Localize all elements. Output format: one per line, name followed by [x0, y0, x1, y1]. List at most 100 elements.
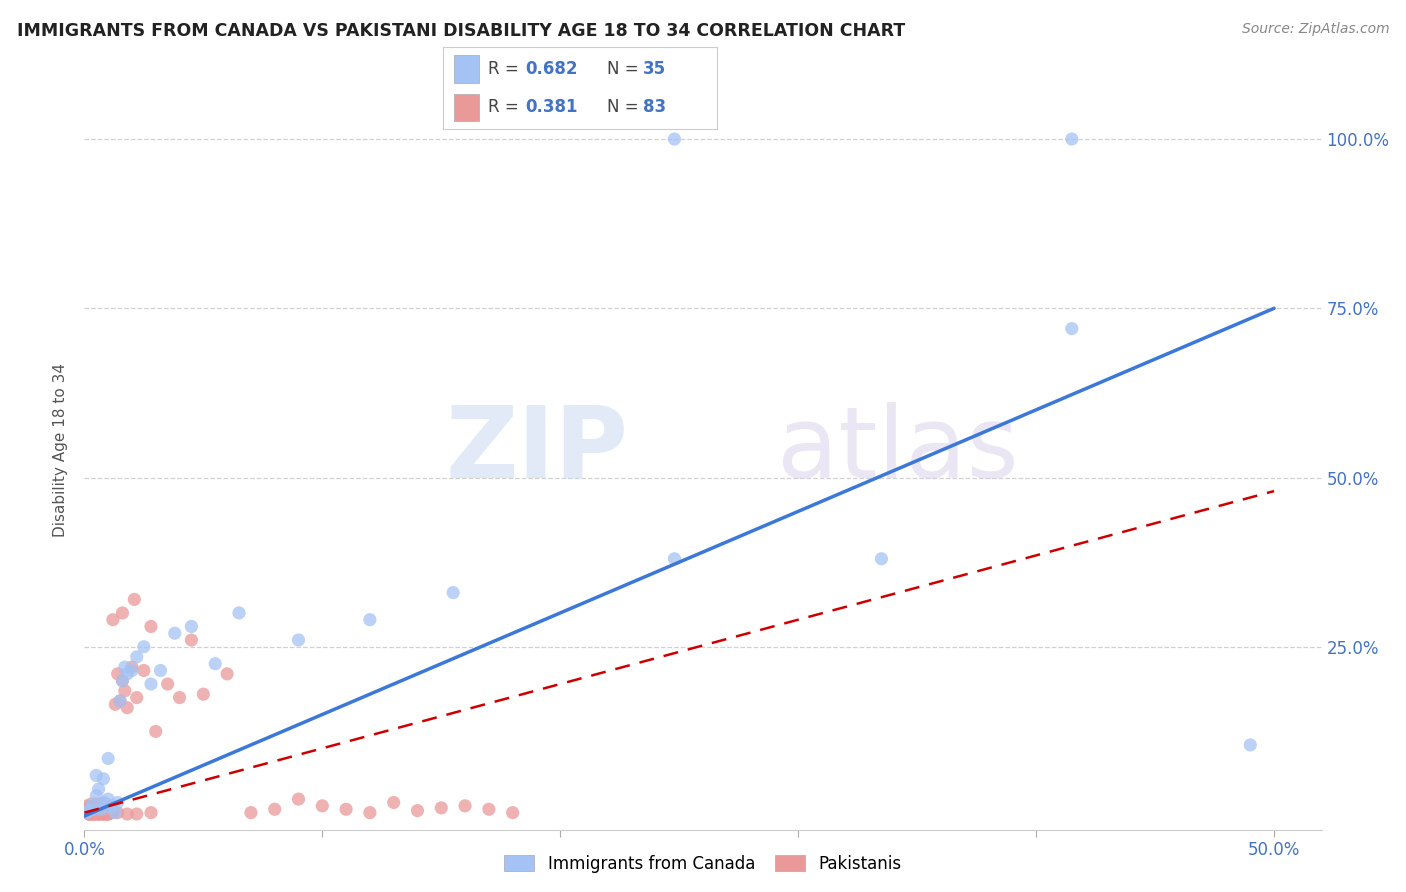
- Point: [77, 801, 100, 815]
- Point: [90, 802, 112, 816]
- Point: [125, 649, 148, 664]
- Point: [90, 807, 112, 822]
- Text: 83: 83: [643, 98, 666, 116]
- Point: [163, 626, 186, 640]
- Point: [84, 789, 107, 803]
- Point: [93, 807, 115, 822]
- Point: [84, 768, 107, 782]
- Point: [139, 677, 162, 691]
- Point: [107, 666, 129, 681]
- Point: [97, 751, 120, 765]
- Point: [83, 804, 105, 818]
- Point: [97, 798, 120, 813]
- Point: [94, 801, 117, 815]
- Point: [125, 807, 148, 822]
- Point: [115, 700, 138, 714]
- Point: [263, 802, 285, 816]
- Point: [101, 805, 124, 820]
- Point: [93, 804, 115, 818]
- Point: [87, 807, 110, 822]
- Point: [132, 664, 155, 678]
- Point: [239, 805, 262, 820]
- Point: [139, 619, 162, 633]
- Point: [80, 805, 103, 820]
- Point: [107, 805, 129, 820]
- Point: [228, 606, 250, 620]
- Point: [193, 687, 215, 701]
- Point: [1239, 738, 1261, 752]
- FancyBboxPatch shape: [454, 55, 478, 83]
- Point: [430, 801, 453, 815]
- Point: [83, 807, 105, 822]
- Point: [359, 805, 381, 820]
- Point: [93, 772, 115, 786]
- Point: [132, 640, 155, 654]
- Point: [125, 690, 148, 705]
- Point: [287, 633, 309, 648]
- Point: [124, 592, 146, 607]
- Point: [100, 801, 122, 815]
- Point: [77, 807, 100, 822]
- Text: 0.682: 0.682: [526, 60, 578, 78]
- Point: [502, 805, 524, 820]
- Point: [77, 807, 100, 822]
- Point: [77, 804, 100, 818]
- Point: [180, 619, 202, 633]
- Point: [287, 792, 309, 806]
- Point: [454, 798, 477, 813]
- Point: [93, 807, 115, 822]
- Point: [77, 804, 100, 818]
- Point: [108, 694, 131, 708]
- Point: [97, 804, 120, 818]
- Point: [100, 805, 122, 820]
- Point: [94, 797, 117, 811]
- Point: [83, 807, 105, 822]
- Text: N =: N =: [607, 60, 644, 78]
- Point: [87, 804, 110, 818]
- Point: [335, 802, 357, 816]
- Point: [80, 807, 103, 822]
- Point: [97, 807, 120, 822]
- Point: [114, 683, 136, 698]
- Point: [90, 802, 112, 816]
- Point: [115, 807, 138, 822]
- Point: [76, 802, 98, 816]
- Text: atlas: atlas: [778, 402, 1019, 499]
- Text: R =: R =: [488, 98, 524, 116]
- Point: [108, 694, 131, 708]
- Point: [107, 796, 129, 810]
- Point: [111, 606, 134, 620]
- Point: [93, 807, 115, 822]
- Point: [664, 551, 686, 566]
- Point: [83, 807, 105, 822]
- Point: [87, 807, 110, 822]
- Text: R =: R =: [488, 60, 524, 78]
- Point: [97, 807, 120, 822]
- Point: [80, 802, 103, 816]
- Point: [311, 798, 333, 813]
- Point: [84, 797, 107, 811]
- Point: [149, 664, 172, 678]
- Point: [104, 805, 127, 820]
- Point: [87, 781, 110, 796]
- Point: [870, 551, 893, 566]
- Text: Source: ZipAtlas.com: Source: ZipAtlas.com: [1241, 22, 1389, 37]
- Point: [80, 807, 103, 822]
- Point: [359, 613, 381, 627]
- Point: [93, 796, 115, 810]
- Point: [80, 798, 103, 813]
- Text: ZIP: ZIP: [446, 402, 628, 499]
- Point: [84, 805, 107, 820]
- Point: [115, 666, 138, 681]
- Point: [77, 807, 100, 822]
- Point: [87, 807, 110, 822]
- Point: [382, 796, 405, 810]
- Point: [94, 807, 117, 822]
- Point: [76, 798, 98, 813]
- Point: [121, 664, 143, 678]
- Y-axis label: Disability Age 18 to 34: Disability Age 18 to 34: [53, 363, 69, 538]
- Point: [139, 805, 162, 820]
- Point: [84, 807, 107, 822]
- Legend: Immigrants from Canada, Pakistanis: Immigrants from Canada, Pakistanis: [498, 848, 908, 880]
- Point: [406, 804, 429, 818]
